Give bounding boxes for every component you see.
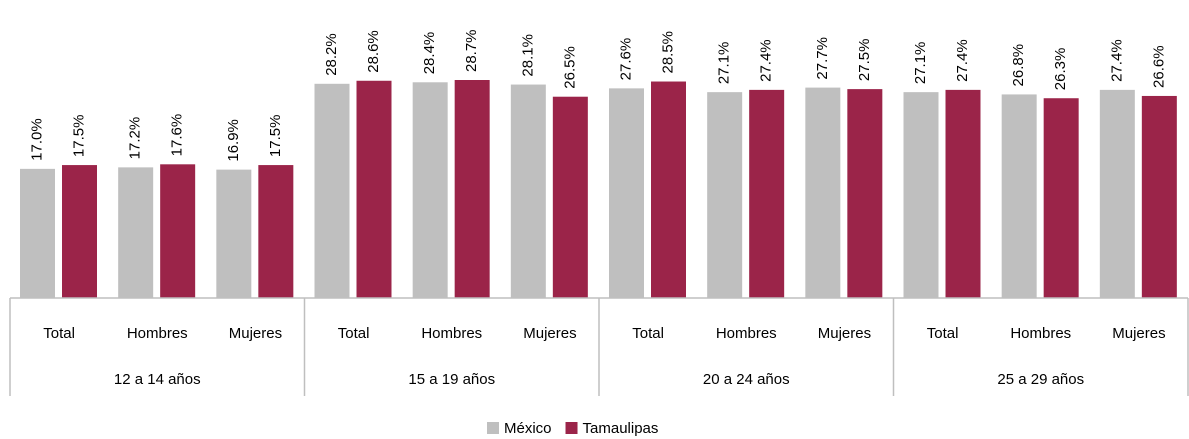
value-label: 26.6% (1150, 45, 1167, 88)
bar (20, 168, 55, 298)
bar (847, 89, 883, 298)
x-tick-label: Mujeres (818, 325, 871, 342)
value-label: 17.5% (70, 115, 87, 158)
value-label: 28.6% (365, 30, 382, 73)
bar (356, 80, 392, 298)
value-label: 28.1% (519, 34, 536, 77)
value-label: 27.4% (1108, 39, 1125, 82)
bar (903, 92, 939, 298)
bar (1099, 89, 1135, 298)
value-label: 17.2% (127, 117, 144, 160)
value-label: 27.4% (758, 39, 775, 82)
bar (609, 88, 644, 298)
bar (651, 81, 686, 298)
x-tick-label: Hombres (716, 325, 777, 342)
value-label: 17.6% (169, 114, 186, 157)
value-label: 27.7% (814, 37, 831, 80)
bar (118, 167, 154, 298)
x-tick-label: Total (43, 325, 75, 342)
x-tick-label: Mujeres (523, 325, 576, 342)
bar (160, 164, 196, 298)
bar (510, 84, 546, 298)
value-label: 28.4% (421, 32, 438, 75)
bar (945, 89, 981, 298)
value-label: 27.1% (912, 42, 929, 85)
x-tick-label: Total (927, 325, 959, 342)
bar (62, 165, 97, 298)
value-label: 28.2% (323, 33, 340, 76)
value-label: 27.1% (716, 42, 733, 85)
value-label: 28.7% (463, 29, 480, 72)
bar (454, 80, 490, 298)
value-label: 27.6% (617, 38, 634, 81)
x-tick-label: Hombres (127, 325, 188, 342)
bar (707, 92, 743, 298)
x-tick-label: Hombres (421, 325, 482, 342)
value-label: 17.0% (28, 118, 45, 161)
bar (258, 165, 294, 298)
group-label: 12 a 14 años (114, 371, 201, 388)
legend-label: Tamaulipas (583, 420, 659, 437)
bar (805, 87, 841, 298)
value-label: 16.9% (225, 119, 242, 162)
value-label: 17.5% (267, 115, 284, 158)
bar (314, 83, 350, 298)
legend-label: México (504, 420, 552, 437)
value-label: 28.5% (659, 31, 676, 74)
bar (216, 169, 252, 298)
x-tick-label: Hombres (1010, 325, 1071, 342)
x-tick-label: Total (338, 325, 370, 342)
legend-swatch (487, 422, 499, 434)
x-tick-label: Total (632, 325, 664, 342)
value-label: 27.5% (856, 39, 873, 82)
group-label: 20 a 24 años (703, 371, 790, 388)
bar (1043, 98, 1079, 298)
bar (552, 96, 588, 298)
value-label: 26.8% (1010, 44, 1027, 87)
x-tick-label: Mujeres (229, 325, 282, 342)
value-label: 26.3% (1052, 48, 1069, 91)
bar (412, 82, 448, 298)
bar (1001, 94, 1037, 298)
bar (749, 89, 785, 298)
value-label: 27.4% (954, 39, 971, 82)
group-label: 25 a 29 años (997, 371, 1084, 388)
value-label: 26.5% (561, 46, 578, 89)
x-tick-label: Mujeres (1112, 325, 1165, 342)
group-label: 15 a 19 años (408, 371, 495, 388)
bar (1141, 95, 1177, 298)
legend-swatch (565, 422, 578, 434)
